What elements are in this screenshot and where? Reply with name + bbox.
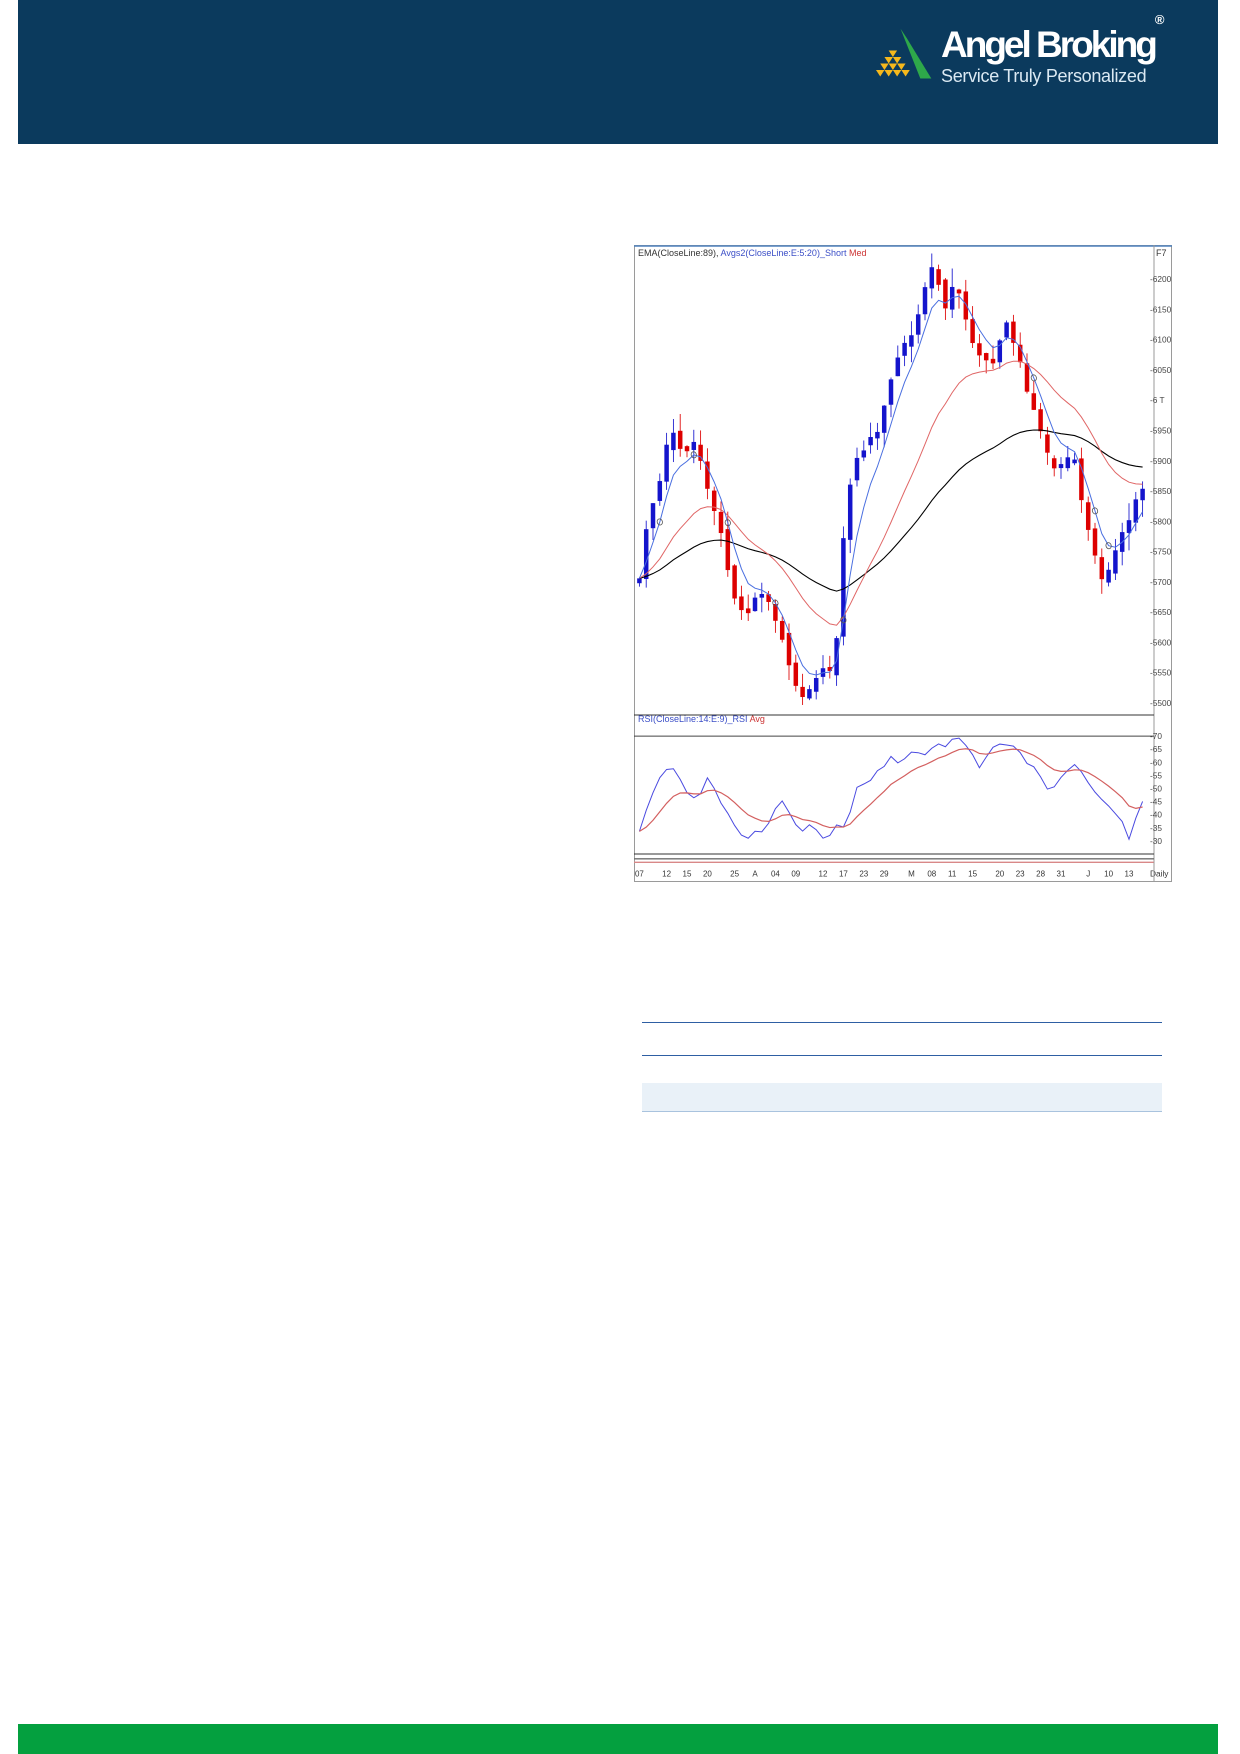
svg-text:04: 04	[771, 869, 780, 878]
svg-text:17: 17	[839, 869, 848, 878]
svg-text:-5650: -5650	[1150, 607, 1172, 617]
svg-text:10: 10	[1104, 869, 1113, 878]
svg-text:-60: -60	[1150, 757, 1162, 767]
svg-text:-5600: -5600	[1150, 637, 1172, 647]
svg-text:-6150: -6150	[1150, 304, 1172, 314]
svg-text:-6050: -6050	[1150, 365, 1172, 375]
svg-text:-5700: -5700	[1150, 577, 1172, 587]
svg-text:-55: -55	[1150, 770, 1162, 780]
svg-text:-30: -30	[1150, 836, 1162, 846]
svg-text:08: 08	[927, 869, 936, 878]
svg-text:31: 31	[1057, 869, 1066, 878]
svg-text:-6 T: -6 T	[1150, 395, 1165, 405]
svg-text:-45: -45	[1150, 797, 1162, 807]
svg-text:-6200: -6200	[1150, 274, 1172, 284]
svg-text:-5750: -5750	[1150, 547, 1172, 557]
svg-text:15: 15	[968, 869, 977, 878]
svg-text:-5850: -5850	[1150, 486, 1172, 496]
svg-text:13: 13	[1125, 869, 1134, 878]
svg-text:M: M	[908, 869, 915, 878]
svg-text:09: 09	[791, 869, 800, 878]
svg-text:20: 20	[995, 869, 1004, 878]
svg-text:20: 20	[703, 869, 712, 878]
svg-text:-5800: -5800	[1150, 516, 1172, 526]
svg-text:A: A	[752, 869, 758, 878]
svg-text:29: 29	[880, 869, 889, 878]
svg-text:-5950: -5950	[1150, 426, 1172, 436]
svg-text:-50: -50	[1150, 784, 1162, 794]
svg-text:12: 12	[819, 869, 828, 878]
svg-text:11: 11	[948, 869, 957, 878]
svg-text:J: J	[1086, 869, 1090, 878]
svg-text:12: 12	[662, 869, 671, 878]
svg-text:23: 23	[1016, 869, 1025, 878]
svg-text:-40: -40	[1150, 810, 1162, 820]
svg-text:28: 28	[1036, 869, 1045, 878]
svg-text:-65: -65	[1150, 744, 1162, 754]
svg-text:-5900: -5900	[1150, 456, 1172, 466]
svg-text:RSI(CloseLine:14:E:9)_RSI Avg: RSI(CloseLine:14:E:9)_RSI Avg	[638, 714, 765, 724]
svg-text:-5550: -5550	[1150, 668, 1172, 678]
svg-text:F7: F7	[1156, 248, 1167, 258]
svg-text:-5500: -5500	[1150, 698, 1172, 708]
svg-text:07: 07	[635, 869, 644, 878]
svg-text:EMA(CloseLine:89), Avgs2(Close: EMA(CloseLine:89), Avgs2(CloseLine:E:5:2…	[638, 248, 866, 258]
svg-text:23: 23	[859, 869, 868, 878]
svg-text:25: 25	[730, 869, 739, 878]
svg-text:15: 15	[683, 869, 692, 878]
svg-text:-6100: -6100	[1150, 335, 1172, 345]
svg-text:-35: -35	[1150, 823, 1162, 833]
svg-text:Daily: Daily	[1150, 868, 1169, 878]
